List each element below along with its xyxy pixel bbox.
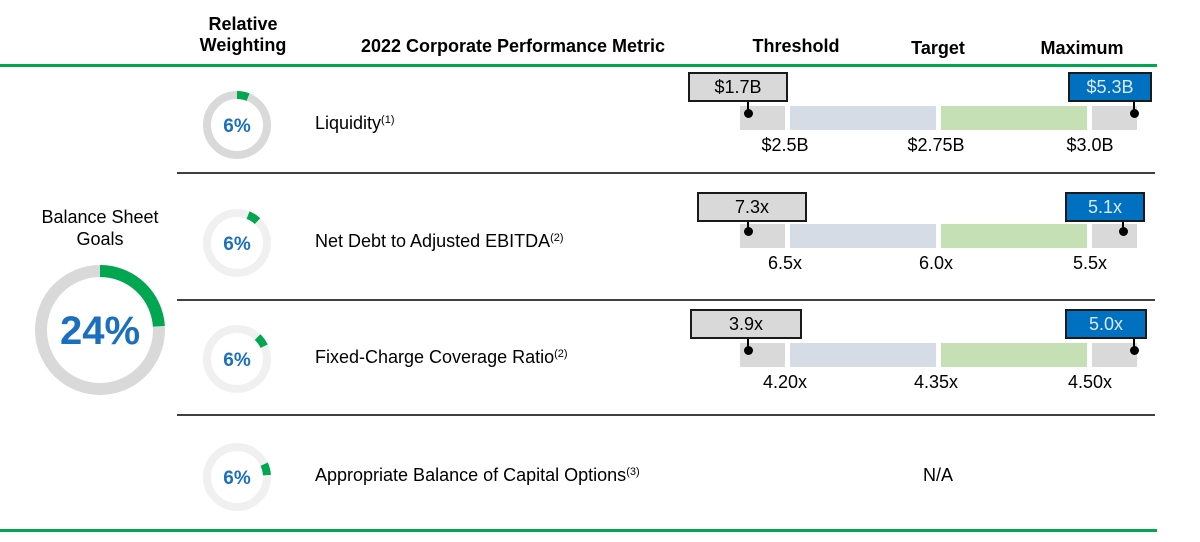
row-weight: 6% [223, 234, 251, 255]
metric-label: Liquidity(1) [315, 113, 395, 134]
low-marker-dot [744, 109, 753, 118]
header-maximum: Maximum [1040, 38, 1124, 58]
low-callout: 3.9x [690, 309, 802, 339]
row-weight: 6% [223, 350, 251, 371]
donut-arc [99, 265, 165, 327]
donut-arc [246, 211, 261, 225]
target-maximum-segment [941, 224, 1087, 248]
threshold-target-segment [790, 343, 936, 367]
low-callout: 7.3x [697, 192, 807, 222]
weight-donut: 6% [203, 91, 271, 159]
header-target: Target [911, 38, 965, 58]
metric-name: Fixed-Charge Coverage Ratio [315, 347, 555, 367]
low-marker-dot [744, 346, 753, 355]
metric-name: Net Debt to Adjusted EBITDA [315, 231, 551, 251]
low-marker-dot [744, 227, 753, 236]
row-weight: 6% [223, 116, 251, 137]
callout-stem [1122, 220, 1124, 231]
donut-arc [254, 334, 268, 349]
group-donut: 24% [35, 265, 165, 395]
footnote-ref: (2) [550, 232, 564, 244]
footnote-ref: (3) [626, 466, 640, 478]
callout-stem [1133, 100, 1135, 113]
callout-stem [747, 100, 749, 113]
maximum-value: $3.0B [1066, 135, 1114, 155]
donut-track [203, 209, 271, 277]
bottom-rule [0, 529, 1157, 532]
high-callout: 5.0x [1065, 309, 1147, 339]
high-callout: $5.3B [1068, 72, 1152, 102]
row-divider [177, 172, 1155, 174]
donut-track [203, 325, 271, 393]
row-divider [177, 414, 1155, 416]
metric-name: Liquidity [315, 113, 382, 133]
maximum-value: 4.50x [1067, 372, 1113, 392]
not-applicable: N/A [922, 465, 953, 485]
weight-donut: 6% [203, 443, 271, 511]
threshold-value: 6.5x [767, 253, 803, 273]
threshold-value: 4.20x [762, 372, 808, 392]
threshold-value: $2.5B [761, 135, 809, 155]
donut-arc [260, 462, 271, 476]
maximum-value: 5.5x [1072, 253, 1108, 273]
header-threshold: Threshold [752, 36, 840, 56]
metric-label: Appropriate Balance of Capital Options(3… [315, 465, 640, 486]
donut-track [203, 443, 271, 511]
weight-donut: 6% [203, 209, 271, 277]
high-marker-dot [1119, 227, 1128, 236]
footnote-ref: (1) [381, 114, 395, 126]
metric-name: Appropriate Balance of Capital Options [315, 465, 627, 485]
threshold-target-segment [790, 224, 936, 248]
target-maximum-segment [941, 106, 1087, 130]
donut-arc [236, 91, 250, 101]
above-maximum-segment [1092, 343, 1137, 367]
above-maximum-segment [1092, 106, 1137, 130]
row-divider [177, 299, 1155, 301]
high-callout: 5.1x [1065, 192, 1145, 222]
target-value: $2.75B [907, 135, 965, 155]
callout-stem [747, 337, 749, 350]
callout-stem [1133, 337, 1135, 350]
weight-donut: 6% [203, 325, 271, 393]
target-value: 6.0x [918, 253, 954, 273]
metric-label: Fixed-Charge Coverage Ratio(2) [315, 347, 568, 368]
header-metric: 2022 Corporate Performance Metric [360, 36, 666, 56]
footnote-ref: (2) [554, 348, 568, 360]
target-value: 4.35x [913, 372, 959, 392]
header-relative-weighting: Relative Weighting [199, 14, 287, 55]
target-maximum-segment [941, 343, 1087, 367]
group-label: Balance Sheet Goals [41, 207, 159, 249]
top-rule [0, 64, 1157, 67]
high-marker-dot [1130, 346, 1139, 355]
low-callout: $1.7B [688, 72, 788, 102]
row-weight: 6% [223, 468, 251, 489]
metric-label: Net Debt to Adjusted EBITDA(2) [315, 231, 564, 252]
high-marker-dot [1130, 109, 1139, 118]
callout-stem [747, 220, 749, 231]
threshold-target-segment [790, 106, 936, 130]
above-maximum-segment [1092, 224, 1137, 248]
group-weight: 24% [60, 309, 140, 353]
